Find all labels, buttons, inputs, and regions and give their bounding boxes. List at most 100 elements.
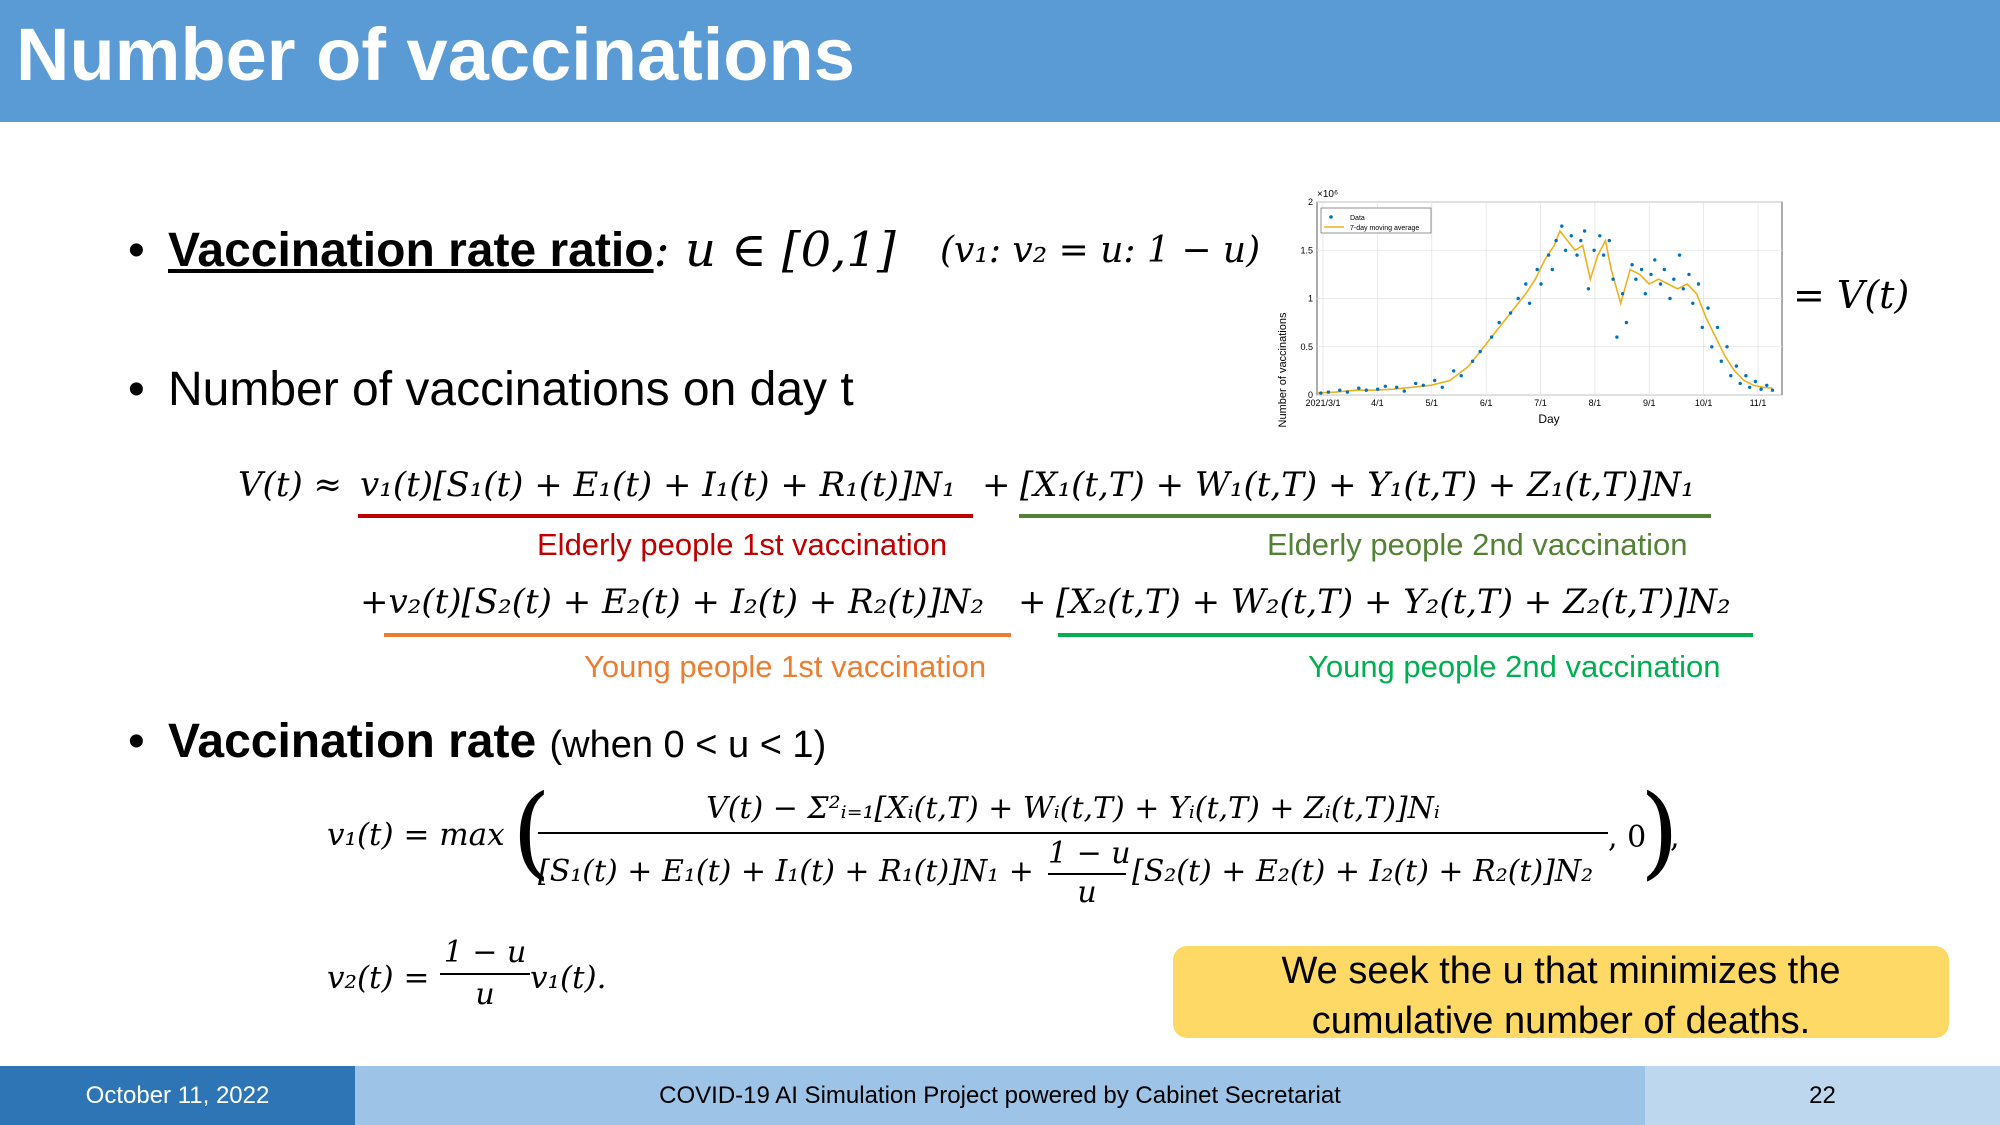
chart-x-tick-label: 6/1 — [1480, 398, 1493, 408]
data-point — [1734, 364, 1739, 368]
bullet-vaccination-rate: • Vaccination rate (when 0 < u < 1) — [128, 714, 826, 769]
data-point — [1508, 311, 1513, 315]
data-point — [1338, 388, 1342, 392]
v1-inner-frac-num: 1 − u — [1048, 836, 1131, 875]
bullet-dot: • — [128, 224, 145, 277]
v1-open-paren: ( — [512, 773, 552, 890]
moving-average-line — [1316, 229, 1773, 394]
v1-left: v₁(t) = max — [327, 817, 505, 853]
data-point — [1376, 387, 1380, 391]
chart-y-tick-label: 0 — [1308, 390, 1313, 400]
underline-elderly-2nd — [1019, 514, 1711, 518]
chart-y-exponent: ×10⁶ — [1317, 189, 1338, 200]
data-point — [1719, 359, 1723, 363]
bullet-dot: • — [128, 363, 145, 416]
data-point — [1620, 292, 1625, 296]
data-point — [1696, 282, 1701, 286]
data-point — [1662, 267, 1666, 272]
data-point — [1765, 383, 1769, 387]
data-point — [1643, 292, 1647, 296]
title-bar: Number of vaccinations — [0, 0, 2000, 122]
v1-inner-frac-den: u — [1077, 875, 1097, 910]
bullet-vaccination-rate-ratio: • Vaccination rate ratio: u ∈ [0,1] — [128, 222, 896, 278]
v2-fraction: 1 − u u — [440, 935, 530, 1012]
data-point — [1421, 383, 1425, 387]
data-point — [1470, 359, 1475, 363]
data-point — [1592, 248, 1596, 252]
data-point — [1364, 388, 1368, 392]
data-point — [1569, 234, 1573, 238]
data-point — [1489, 335, 1494, 339]
data-point — [1639, 267, 1644, 272]
v1-zero: , 0 — [1608, 820, 1647, 855]
v2-frac-num: 1 − u — [440, 935, 530, 975]
data-point — [1770, 388, 1775, 392]
chart-legend: Data 7-day moving average — [1320, 207, 1432, 234]
equals-v-of-t: = V(t) — [1793, 273, 1910, 317]
data-point — [1539, 282, 1543, 286]
data-point — [1345, 390, 1350, 394]
data-point — [1691, 301, 1695, 305]
data-point — [1668, 296, 1672, 301]
eq-young-2nd-term: [X₂(t,T) + W₂(t,T) + Y₂(t,T) + Z₂(t,T)]N… — [1056, 582, 1731, 622]
footer-page-number: 22 — [1645, 1066, 2000, 1125]
eq-plus-2: + — [1018, 582, 1047, 622]
bullet-number-of-vaccinations: • Number of vaccinations on day t — [128, 362, 854, 417]
data-point — [1560, 224, 1564, 228]
data-point — [1582, 229, 1587, 233]
v1-close-paren: ) — [1640, 773, 1680, 890]
data-point — [1658, 282, 1663, 286]
chart-x-tick-label: 8/1 — [1589, 398, 1602, 408]
callout-line1: We seek the u that minimizes the — [1281, 950, 1841, 992]
data-point — [1527, 301, 1532, 305]
callout-line2: cumulative number of deaths. — [1311, 1000, 1811, 1042]
data-point — [1744, 374, 1748, 378]
data-point — [1725, 345, 1729, 349]
chart-y-tick-label: 1.5 — [1300, 245, 1313, 255]
label-elderly-2nd: Elderly people 2nd vaccination — [1267, 527, 1688, 562]
data-point — [1546, 253, 1551, 257]
data-point — [1710, 345, 1714, 349]
data-point — [1459, 374, 1463, 378]
data-point — [1715, 325, 1720, 330]
data-point — [1586, 287, 1591, 291]
eq-elderly-1st-term: v₁(t)[S₁(t) + E₁(t) + I₁(t) + R₁(t)]N₁ — [360, 465, 956, 505]
data-point — [1615, 335, 1619, 339]
slide-title: Number of vaccinations — [16, 13, 855, 96]
callout-box: We seek the u that minimizes the cumulat… — [1173, 946, 1949, 1042]
data-point — [1524, 282, 1528, 286]
data-point — [1395, 385, 1399, 389]
chart-grid — [1316, 201, 1783, 396]
eq-elderly-2nd-term: [X₁(t,T) + W₁(t,T) + Y₁(t,T) + Z₁(t,T)]N… — [1020, 465, 1695, 505]
data-point — [1729, 374, 1733, 378]
data-point — [1598, 234, 1602, 238]
bullet3-paren: (when 0 < u < 1) — [549, 724, 827, 766]
data-point — [1563, 248, 1568, 252]
bullet-dot: • — [128, 715, 145, 768]
data-point — [1624, 320, 1629, 325]
label-young-2nd: Young people 2nd vaccination — [1308, 649, 1721, 684]
data-point — [1402, 389, 1406, 393]
chart-x-tick-label: 11/1 — [1750, 398, 1767, 408]
data-point — [1326, 390, 1331, 394]
eq-young-1st-term: +v₂(t)[S₂(t) + E₂(t) + I₂(t) + R₂(t)]N₂ — [360, 582, 985, 622]
underline-young-1st — [384, 633, 1011, 637]
data-point — [1440, 385, 1444, 389]
data-point — [1550, 267, 1554, 272]
bullet3-bold: Vaccination rate — [168, 715, 537, 768]
data-point — [1535, 267, 1539, 272]
bullet2-text: Number of vaccinations on day t — [168, 363, 854, 416]
v1-denominator-a: [S₁(t) + E₁(t) + I₁(t) + R₁(t)]N₁ + — [538, 854, 1034, 889]
v1-trailing-comma: , — [1670, 820, 1680, 855]
bullet1-label: Vaccination rate ratio — [168, 224, 654, 277]
data-point — [1700, 325, 1704, 330]
chart-x-tick-label: 4/1 — [1371, 398, 1384, 408]
label-elderly-1st: Elderly people 1st vaccination — [537, 527, 948, 562]
chart-y-tick-label: 1 — [1308, 294, 1313, 304]
v2-frac-den: u — [475, 977, 495, 1012]
chart-x-tick-label: 10/1 — [1695, 398, 1713, 408]
underline-elderly-1st — [358, 514, 973, 518]
eq-line1-left: V(t) ≈ — [238, 465, 343, 505]
data-point — [1601, 253, 1606, 257]
data-point — [1497, 320, 1501, 325]
